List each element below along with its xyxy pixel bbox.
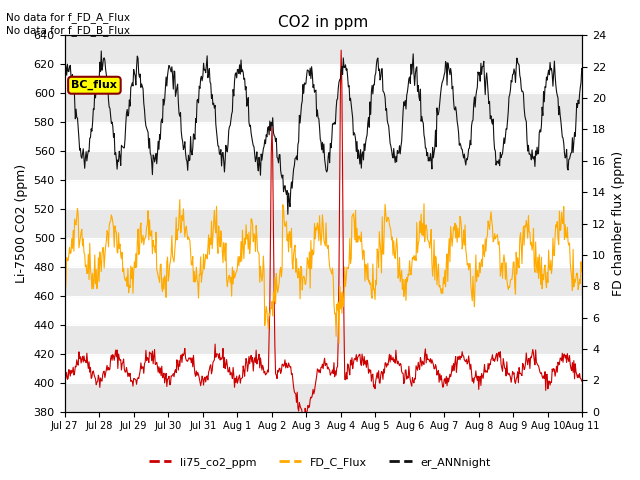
Bar (65, 36, 582, 64)
Text: No data for f_FD_B_Flux: No data for f_FD_B_Flux (6, 25, 131, 36)
Text: BC_flux: BC_flux (72, 80, 117, 90)
Bar (65, 325, 582, 354)
Bar (65, 151, 582, 180)
Bar (65, 267, 582, 296)
Y-axis label: FD chamber flux (ppm): FD chamber flux (ppm) (612, 151, 625, 296)
Bar (65, 383, 582, 412)
Bar (65, 93, 582, 122)
Legend: li75_co2_ppm, FD_C_Flux, er_ANNnight: li75_co2_ppm, FD_C_Flux, er_ANNnight (145, 452, 495, 472)
Title: CO2 in ppm: CO2 in ppm (278, 15, 369, 30)
Bar (65, 209, 582, 238)
Text: No data for f_FD_A_Flux: No data for f_FD_A_Flux (6, 12, 131, 23)
Y-axis label: Li-7500 CO2 (ppm): Li-7500 CO2 (ppm) (15, 164, 28, 283)
